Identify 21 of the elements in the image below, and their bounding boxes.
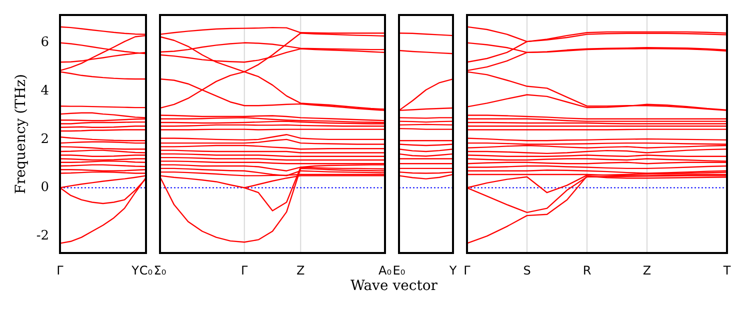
x-tick-label: Y <box>130 263 140 278</box>
x-tick-label: E₀ <box>392 263 406 278</box>
y-tick-label: 2 <box>40 132 49 147</box>
x-tick-label: Y <box>448 263 458 278</box>
y-tick-label: 4 <box>40 83 49 98</box>
x-tick-label: Γ <box>241 263 248 278</box>
y-tick-label: -2 <box>36 228 49 244</box>
x-tick-label: Z <box>296 263 305 278</box>
x-tick-label: Γ <box>464 263 471 278</box>
y-axis-title: Frequency (THz) <box>13 74 29 194</box>
x-axis-title: Wave vector <box>350 278 438 294</box>
x-tick-label: R <box>582 263 592 278</box>
x-tick-label: Γ <box>56 263 64 278</box>
x-tick-label: A₀ <box>378 263 392 278</box>
x-tick-label: C₀ <box>139 263 153 278</box>
x-tick-label: T <box>722 263 732 278</box>
y-tick-label: 0 <box>40 180 49 196</box>
y-tick-label: 6 <box>40 35 49 50</box>
x-tick-label: Z <box>642 263 652 278</box>
x-tick-label: S <box>523 263 531 278</box>
x-tick-label: Σ₀ <box>154 263 166 278</box>
